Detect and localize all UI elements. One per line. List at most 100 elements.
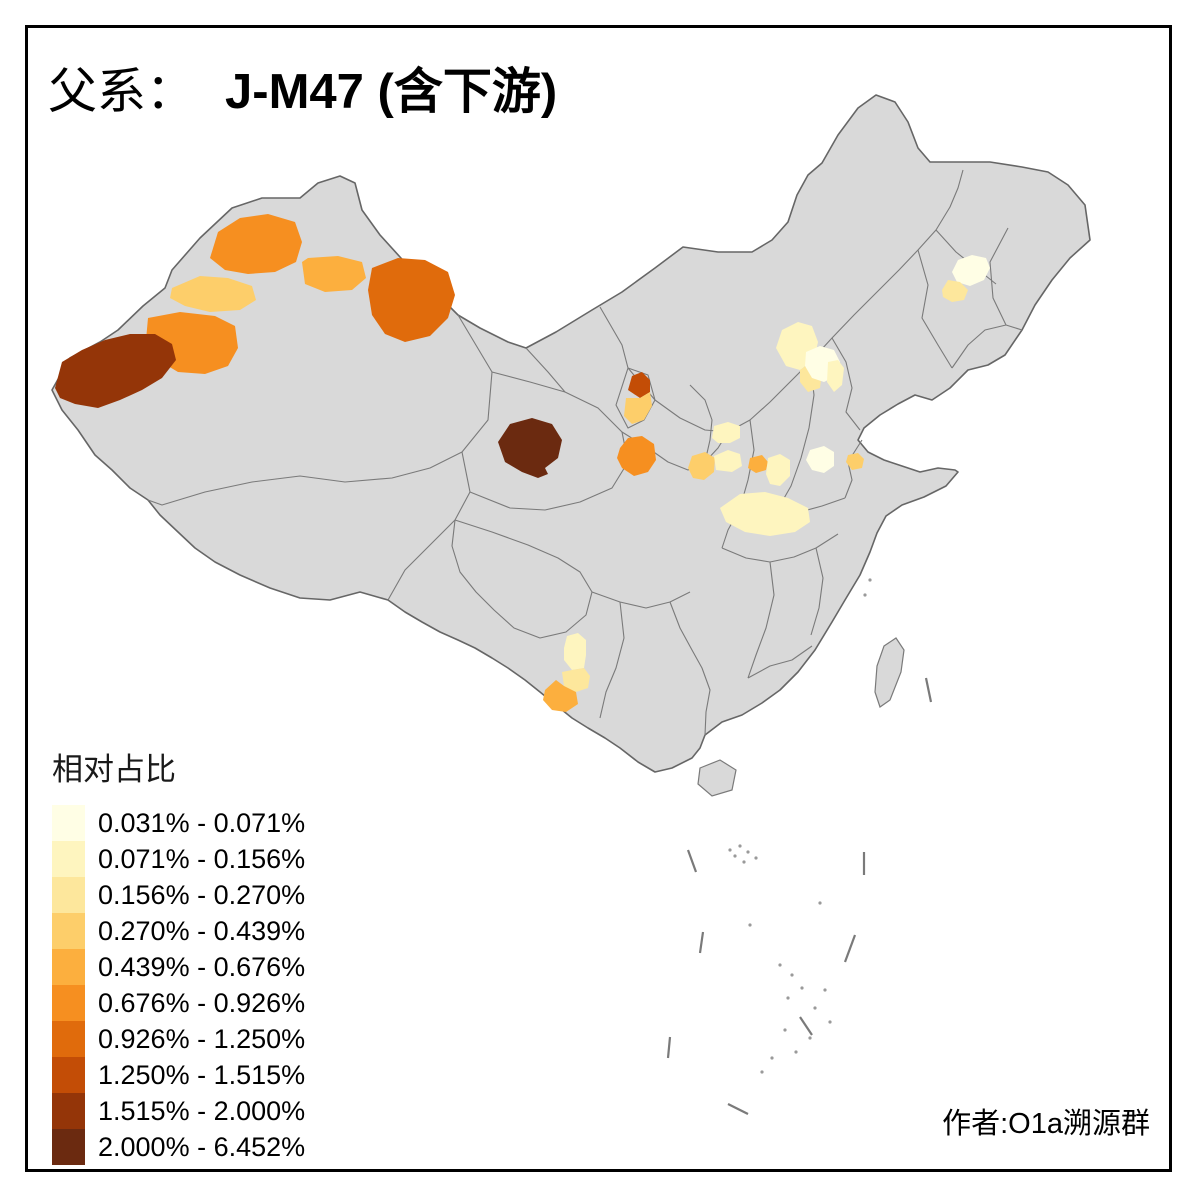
- sea-island-dot: [790, 973, 794, 977]
- region-yunnan-mid: [562, 668, 590, 692]
- sea-island-dot: [748, 923, 752, 927]
- legend-range-label: 0.071% - 0.156%: [98, 843, 306, 874]
- region-gansu-east-pale: [714, 450, 742, 472]
- legend-item: 1.515% - 2.000%: [52, 1093, 305, 1129]
- legend-item: 0.926% - 1.250%: [52, 1021, 305, 1057]
- legend-swatch: [52, 985, 85, 1021]
- legend-item: 1.250% - 1.515%: [52, 1057, 305, 1093]
- legend-item: 0.031% - 0.071%: [52, 805, 305, 841]
- sea-island-dot: [746, 850, 750, 854]
- sea-island-dot: [828, 1020, 832, 1024]
- region-guyuan-dot: [748, 455, 768, 473]
- region-hami-turpan: [368, 258, 455, 342]
- sea-island-dot: [754, 856, 758, 860]
- legend-swatch: [52, 841, 85, 877]
- sea-island-dot: [794, 1050, 798, 1054]
- province-border: [689, 384, 713, 463]
- legend-title: 相对占比: [52, 752, 176, 787]
- legend-swatch: [52, 1093, 85, 1129]
- sea-island-dot: [728, 848, 732, 852]
- taiwan-island: [874, 637, 905, 708]
- sea-island-dot: [770, 1056, 774, 1060]
- legend-range-label: 1.250% - 1.515%: [98, 1059, 306, 1090]
- sea-island-dot: [786, 996, 790, 1000]
- province-border: [747, 645, 813, 679]
- sea-boundary-dash: [666, 1036, 672, 1059]
- sea-island-dot: [818, 901, 822, 905]
- province-border: [591, 591, 691, 609]
- legend-range-label: 0.439% - 0.676%: [98, 951, 306, 982]
- legend-range-label: 1.515% - 2.000%: [98, 1095, 306, 1126]
- legend-item: 0.676% - 0.926%: [52, 985, 305, 1021]
- sea-island-dot: [813, 1006, 817, 1010]
- legend-items: 0.031% - 0.071% 0.071% - 0.156% 0.156% - 0…: [52, 805, 305, 1165]
- sea-island-dot: [868, 578, 872, 582]
- sea-island-dot: [808, 1036, 812, 1040]
- region-ningxia-north: [628, 372, 650, 398]
- region-tacheng-bortala: [210, 214, 302, 274]
- sea-island-dot: [738, 844, 742, 848]
- title-prefix: 父系：: [48, 64, 196, 119]
- province-border: [451, 519, 593, 639]
- legend-item: 0.270% - 0.439%: [52, 913, 305, 949]
- legend-swatch: [52, 1057, 85, 1093]
- region-tianjin: [827, 360, 844, 392]
- province-border: [917, 249, 953, 369]
- region-ningxia-south: [624, 392, 652, 424]
- title-main: J-M47 (含下游): [225, 65, 558, 119]
- province-border: [844, 439, 863, 499]
- sea-boundary-dash: [727, 1103, 749, 1115]
- legend-swatch: [52, 805, 85, 841]
- legend-swatch: [52, 1021, 85, 1057]
- legend-item: 0.156% - 0.270%: [52, 877, 305, 913]
- sea-boundary-dash: [799, 1016, 813, 1036]
- legend-swatch: [52, 913, 85, 949]
- legend-range-label: 0.270% - 0.439%: [98, 915, 306, 946]
- sea-island-dot: [823, 988, 827, 992]
- province-border: [599, 601, 625, 719]
- legend-swatch: [52, 877, 85, 913]
- province-border: [810, 547, 824, 636]
- region-west-shandong-pale: [806, 446, 834, 473]
- hainan-island: [697, 759, 737, 797]
- province-border: [951, 324, 1007, 369]
- province-border: [669, 601, 711, 736]
- legend-range-label: 2.000% - 6.452%: [98, 1131, 306, 1162]
- sea-island-dot: [800, 986, 804, 990]
- legend-item: 0.439% - 0.676%: [52, 949, 305, 985]
- province-border: [147, 314, 493, 506]
- legend-item: 0.071% - 0.156%: [52, 841, 305, 877]
- region-kashgar-kizilsu: [55, 334, 176, 408]
- sea-island-dot: [863, 593, 867, 597]
- sea-island-dot: [778, 963, 782, 967]
- legend-range-label: 0.156% - 0.270%: [98, 879, 306, 910]
- attribution: 作者:O1a溯源群: [942, 1108, 1150, 1140]
- region-pingliang-pale: [766, 454, 790, 486]
- province-border: [831, 337, 861, 431]
- region-lanzhou: [617, 436, 656, 476]
- legend-item: 2.000% - 6.452%: [52, 1129, 305, 1165]
- legend-swatch: [52, 949, 85, 985]
- region-changchun: [952, 255, 990, 286]
- province-border: [747, 561, 775, 679]
- province-border: [989, 227, 1023, 331]
- region-gansu-east-yellow: [688, 452, 715, 480]
- region-ili-valley: [170, 276, 256, 312]
- region-siping: [942, 280, 968, 302]
- region-south-shaanxi-pale: [720, 492, 810, 536]
- region-qinghai-west: [498, 418, 562, 478]
- legend-swatch: [52, 1129, 85, 1165]
- sea-boundary-dash: [843, 934, 857, 963]
- legend: 相对占比 0.031% - 0.071% 0.071% - 0.156% 0.156…: [52, 744, 305, 1165]
- region-yunnan-southwest: [543, 680, 578, 712]
- sea-island-dot: [760, 1070, 764, 1074]
- legend-range-label: 0.926% - 1.250%: [98, 1023, 306, 1054]
- sea-island-dot: [742, 860, 746, 864]
- legend-range-label: 0.676% - 0.926%: [98, 987, 306, 1018]
- sea-island-dot: [783, 1028, 787, 1032]
- sea-boundary-dash: [924, 677, 933, 703]
- region-shihezi-changji: [302, 256, 366, 292]
- sea-island-dot: [733, 854, 737, 858]
- region-north-shaanxi-pale: [712, 422, 740, 443]
